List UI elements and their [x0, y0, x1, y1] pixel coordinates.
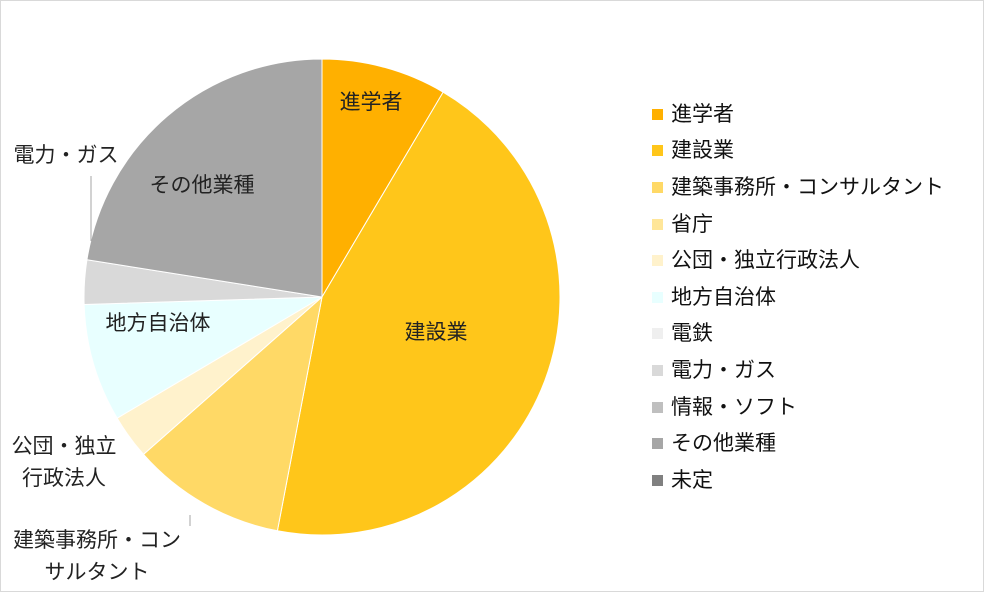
- pie-slice-9: [86, 58, 323, 298]
- data-label-2-line-1: サルタント: [45, 560, 150, 584]
- legend-label: 省庁: [671, 211, 713, 236]
- data-label-7-line-0: 電力・ガス: [14, 143, 119, 167]
- legend-swatch: [652, 474, 663, 486]
- pie-slice-1: [276, 91, 561, 536]
- data-label-5-line-0: 地方自治体: [106, 311, 211, 335]
- legend-item-10: 未定: [652, 462, 982, 499]
- data-label-2-line-0: 建築事務所・コン: [13, 528, 181, 552]
- data-label-4-line-1: 行政法人: [22, 466, 106, 490]
- pie-slice-5: [83, 296, 323, 419]
- legend-swatch: [652, 218, 663, 230]
- data-label-1-line-0: 建設業: [405, 320, 468, 344]
- legend-label: 地方自治体: [671, 284, 776, 309]
- legend-item-9: その他業種: [652, 425, 982, 462]
- legend-label: 建設業: [671, 138, 734, 163]
- legend-swatch: [652, 401, 663, 413]
- legend-label: 電力・ガス: [671, 357, 776, 382]
- data-label-0-line-0: 進学者: [340, 90, 403, 114]
- legend-swatch: [652, 108, 663, 120]
- pie-slices: [83, 58, 561, 536]
- pie-slice-2: [142, 295, 323, 532]
- legend-swatch: [652, 364, 663, 376]
- data-label-4-line-0: 公団・独立: [12, 434, 117, 458]
- legend-item-2: 建築事務所・コンサルタント: [652, 169, 982, 206]
- legend-item-4: 公団・独立行政法人: [652, 242, 982, 279]
- legend-label: 建築事務所・コンサルタント: [671, 174, 944, 199]
- legend-label: 未定: [671, 467, 713, 492]
- legend-item-0: 進学者: [652, 96, 982, 133]
- legend-item-7: 電力・ガス: [652, 352, 982, 389]
- legend-label: その他業種: [671, 431, 776, 456]
- legend-label: 進学者: [671, 101, 734, 126]
- legend: 進学者 建設業 建築事務所・コンサルタント 省庁 公団・独立行政法人 地方自治体…: [652, 96, 982, 499]
- legend-item-8: 情報・ソフト: [652, 389, 982, 426]
- data-label-9-line-0: その他業種: [150, 173, 255, 197]
- legend-item-6: 電鉄: [652, 316, 982, 353]
- legend-item-1: 建設業: [652, 133, 982, 170]
- legend-swatch: [652, 145, 663, 157]
- legend-swatch: [652, 438, 663, 450]
- legend-label: 電鉄: [671, 321, 713, 346]
- legend-swatch: [652, 255, 663, 267]
- legend-swatch: [652, 181, 663, 193]
- legend-item-3: 省庁: [652, 206, 982, 243]
- legend-swatch: [652, 328, 663, 340]
- leader-lines: [90, 176, 191, 526]
- legend-item-5: 地方自治体: [652, 279, 982, 316]
- legend-label: 情報・ソフト: [671, 394, 797, 419]
- legend-swatch: [652, 291, 663, 303]
- legend-label: 公団・独立行政法人: [671, 248, 860, 273]
- pie-slice-0: [321, 58, 444, 299]
